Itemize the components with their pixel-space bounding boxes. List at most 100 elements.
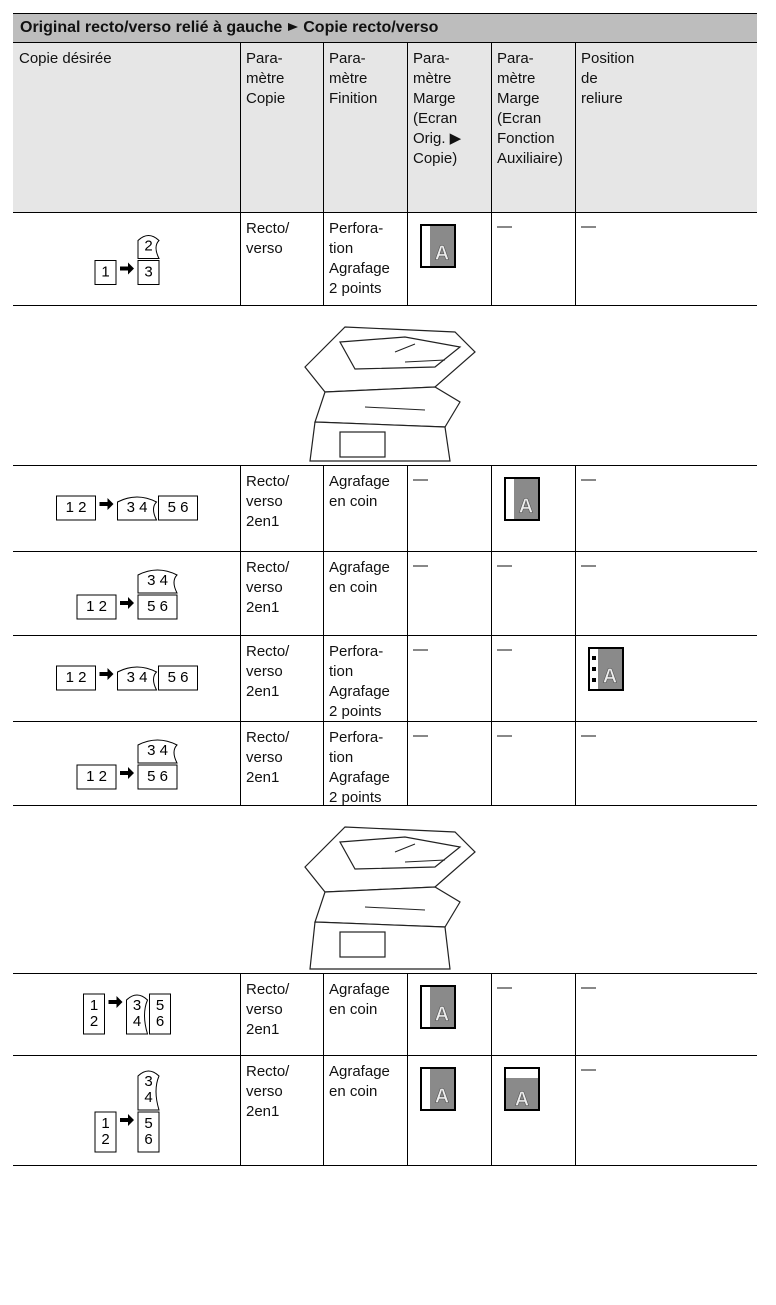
cell-text: Recto/ [246, 729, 290, 746]
cell-text: Perfora- [329, 729, 384, 746]
copy-diagram: 1 2 3 4 5 6 [56, 665, 198, 691]
page-number: 1 2 [86, 768, 107, 785]
rule [240, 551, 241, 635]
page [94, 1111, 117, 1153]
cell-text: Fonction [497, 130, 555, 147]
rule [407, 1055, 408, 1165]
cell-text: 2 points [329, 280, 382, 297]
page [117, 496, 158, 521]
page [76, 764, 117, 790]
page [137, 260, 160, 285]
cell-text: Agrafage [329, 260, 390, 277]
cell-text: 2en1 [246, 1103, 280, 1120]
cell-text: en coin [329, 1083, 378, 1100]
cell-text: Auxiliaire) [497, 150, 563, 167]
cell-text: Position [581, 50, 635, 67]
rule [407, 42, 408, 212]
page [83, 993, 105, 1035]
cell-text: — [413, 641, 428, 658]
copy-diagram: 1 2 3 4 5 6 [56, 495, 198, 521]
cell-text: tion [329, 663, 354, 680]
page-number: 1 [90, 997, 98, 1014]
rule [407, 465, 408, 551]
rule [407, 212, 408, 305]
cell-text: — [581, 557, 596, 574]
rule [13, 1165, 757, 1166]
rule [407, 551, 408, 635]
page-number: 5 [144, 1115, 152, 1132]
cell-text: mètre [497, 70, 536, 87]
hole [592, 656, 596, 660]
rule [575, 212, 576, 305]
cell-text: mètre [246, 70, 285, 87]
printer-part [364, 343, 446, 411]
page-number: 3 4 [147, 742, 168, 759]
rule [575, 1055, 576, 1165]
page [126, 994, 149, 1035]
cell-text: verso [246, 663, 283, 680]
page-number: 3 4 [127, 499, 148, 516]
cell-text: Perfora- [329, 220, 384, 237]
arrow [120, 262, 134, 275]
rule [323, 1055, 324, 1165]
cell-text: Recto/ [246, 643, 290, 660]
cell-text: Copie désirée [19, 50, 112, 67]
thumbnail: A [588, 647, 624, 691]
page [137, 1070, 160, 1111]
cell-text: Marge [497, 90, 540, 107]
thumb-letter: A [435, 1085, 449, 1107]
page-number: 1 [101, 1115, 109, 1132]
arrow [99, 498, 114, 510]
cell-text: 2 points [329, 789, 382, 806]
page-number: 2 [90, 1013, 98, 1030]
hole [592, 667, 596, 671]
rule [13, 305, 757, 306]
rule [323, 465, 324, 551]
cell-text: 2en1 [246, 769, 280, 786]
rule [13, 721, 757, 722]
cell-text: Para- [497, 50, 534, 67]
cell-text: — [413, 727, 428, 744]
header-bg [13, 42, 757, 212]
rule [407, 635, 408, 721]
cell-text: (Ecran [497, 110, 542, 127]
copy-diagram: 1 2 3 [94, 235, 160, 285]
margin [422, 1069, 430, 1109]
cell-text: Recto/ [246, 473, 290, 490]
rule [491, 551, 492, 635]
cell-text: Recto/ [246, 981, 290, 998]
rule [13, 1055, 757, 1056]
margin [506, 1069, 538, 1078]
cell-text: reliure [581, 90, 623, 107]
cell-text: mètre [329, 70, 368, 87]
page [56, 665, 96, 691]
rule [323, 551, 324, 635]
cell-text: — [497, 979, 512, 996]
page [94, 260, 117, 285]
cell-text: Recto/ [246, 220, 290, 237]
rule [323, 42, 324, 212]
margin [422, 226, 430, 266]
cell-text: verso [246, 1083, 283, 1100]
rule [323, 212, 324, 305]
cell-text: — [413, 471, 428, 488]
cell-text: verso [246, 240, 283, 257]
page-number: 5 6 [168, 669, 189, 686]
cell-text: — [497, 727, 512, 744]
rule [491, 635, 492, 721]
rule [407, 721, 408, 805]
page-number: 1 2 [66, 669, 87, 686]
rule [407, 973, 408, 1055]
page [56, 495, 96, 521]
cell-text: — [413, 557, 428, 574]
cell-text: — [497, 641, 512, 658]
printer-part [364, 843, 446, 911]
thumbnail: A [420, 1067, 456, 1111]
rule [575, 635, 576, 721]
cell-text: Para- [329, 50, 366, 67]
cell-text: mètre [413, 70, 452, 87]
cell-text: — [497, 557, 512, 574]
cell-text: Marge [413, 90, 456, 107]
